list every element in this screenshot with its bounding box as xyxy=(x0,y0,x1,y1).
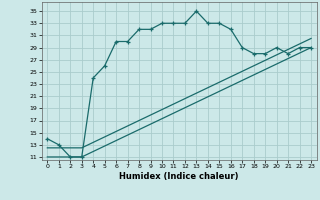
X-axis label: Humidex (Indice chaleur): Humidex (Indice chaleur) xyxy=(119,172,239,181)
